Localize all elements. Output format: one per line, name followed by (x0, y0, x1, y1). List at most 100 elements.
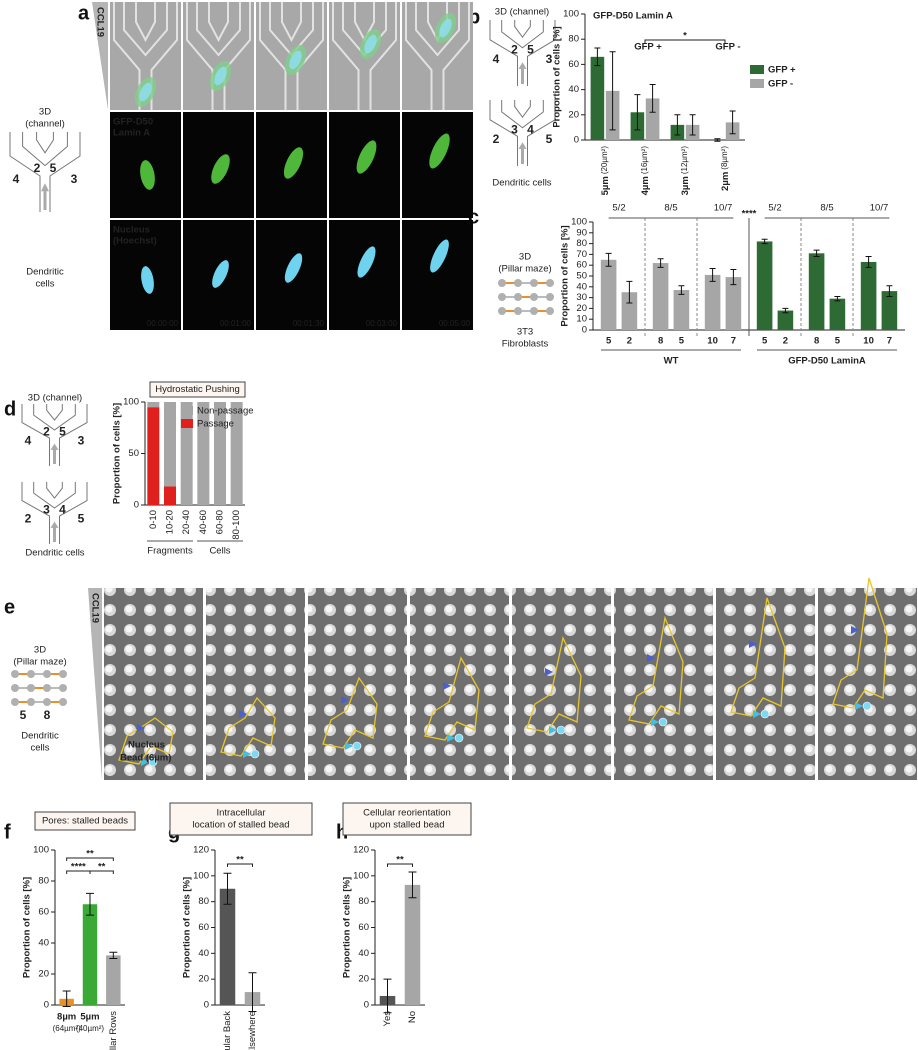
bar (147, 407, 160, 505)
error-bar (709, 267, 716, 282)
channel-number: 2 (25, 511, 32, 525)
pillar-dot (11, 698, 19, 706)
bar (219, 888, 236, 1005)
side-label: CCL19 (94, 7, 105, 37)
side-strip (92, 2, 108, 110)
nucleus-arrow (545, 668, 553, 676)
pillar-dot (11, 670, 19, 678)
channel-number: 5 (59, 425, 66, 439)
bead-arrow (447, 734, 455, 742)
y-tick-label: 50 (576, 271, 587, 282)
lamin-signal (429, 133, 450, 169)
legend-swatch (750, 79, 764, 88)
bead-arrow (243, 750, 251, 758)
pillar-dot (43, 698, 51, 706)
group-label: Fragments (147, 546, 193, 557)
x-tick-label: 8 (658, 336, 663, 347)
cell-outline (526, 635, 582, 733)
bar (147, 402, 160, 408)
diagram-footer: cells (30, 743, 49, 754)
pillar-dot (530, 293, 538, 301)
y-tick-label: 40 (38, 938, 49, 949)
pillar-dot (27, 670, 35, 678)
category-name: 2µm (720, 172, 731, 191)
channel-number: 5 (546, 132, 553, 146)
pair-label: 8/5 (664, 203, 677, 214)
title-box (342, 802, 472, 836)
pillar-frame (716, 588, 815, 780)
y-tick-label: 20 (576, 303, 587, 314)
y-tick-label: 100 (353, 870, 369, 881)
category-note: (16µm²) (640, 146, 649, 175)
nucleus-overlay (364, 34, 377, 54)
pillar-dot (514, 293, 522, 301)
cell-outline (832, 577, 888, 709)
y-axis-label: Proportion of cells [%] (560, 225, 571, 326)
channel-label: Lamin A (113, 128, 150, 139)
bar (106, 955, 121, 1005)
nucleus-signal (430, 239, 449, 273)
nucleus-arrow (647, 654, 655, 662)
y-tick-label: 20 (358, 974, 369, 985)
error-bar (62, 990, 71, 1008)
bead-arrow (651, 718, 659, 726)
x-tick-label: 5µm (80, 1012, 99, 1023)
channel-number: 3 (546, 52, 553, 66)
channel-number: 4 (527, 123, 534, 137)
lamin-signal (211, 154, 230, 184)
bead (352, 741, 362, 751)
error-bar (86, 892, 94, 916)
significance-bracket (227, 863, 253, 867)
nucleus-signal (141, 266, 154, 294)
significance: ** (86, 849, 94, 860)
migration-arrow-head (50, 521, 59, 528)
x-tick-label: 40-60 (198, 510, 209, 534)
bar (197, 402, 210, 505)
x-tick-label: 7 (887, 336, 892, 347)
nucleus-overlay (214, 66, 227, 86)
error-bar (626, 280, 633, 304)
category-note: (64µm²) (53, 1024, 82, 1033)
x-tick-label: Elsewhere (247, 1011, 258, 1050)
y-tick-label: 100 (123, 397, 139, 408)
pillar-dot (11, 684, 19, 692)
category-name: 4µm (640, 176, 651, 195)
bar (777, 310, 794, 330)
channel-schematic (21, 482, 88, 544)
bead (454, 733, 464, 743)
error-bar (594, 47, 601, 67)
channel-label: GFP-D50 (113, 117, 153, 128)
x-tick-label: No (407, 1011, 418, 1023)
channel-number: 2 (493, 132, 500, 146)
x-tick-label: 60-80 (215, 510, 226, 534)
diagram-footer: Fibroblasts (502, 339, 549, 350)
x-tick-label: 10 (863, 336, 874, 347)
diagram-footer: Dendritic (26, 267, 64, 278)
pillar-dot (498, 293, 506, 301)
y-tick-label: 60 (38, 907, 49, 918)
migration-arrow-head (50, 443, 59, 450)
bead-arrow (549, 726, 557, 734)
title-box (169, 802, 313, 836)
panel-letter: e (4, 596, 15, 618)
group-label: Cells (209, 546, 230, 557)
bar (180, 402, 193, 505)
nucleus-arrow (749, 640, 757, 648)
y-tick-label: 60 (358, 922, 369, 933)
y-tick-label: 10 (576, 314, 587, 325)
bar (645, 98, 660, 140)
bar (829, 298, 846, 330)
bar (82, 904, 98, 1005)
error-bar (674, 114, 681, 136)
gap-number: 5 (20, 708, 27, 722)
channel-label: Nucleus (113, 225, 150, 236)
channel-schematic (21, 404, 88, 466)
timestamp: 00:01:30 (293, 319, 325, 328)
error-bar (408, 871, 417, 899)
error-bar (813, 249, 820, 258)
x-tick-label: 2µm (8µm²) (720, 146, 731, 191)
nucleus-arrow (341, 696, 349, 704)
diagram-title: 3D (39, 107, 51, 118)
significance-bracket (89, 870, 114, 874)
nucleus-overlay (289, 50, 302, 70)
